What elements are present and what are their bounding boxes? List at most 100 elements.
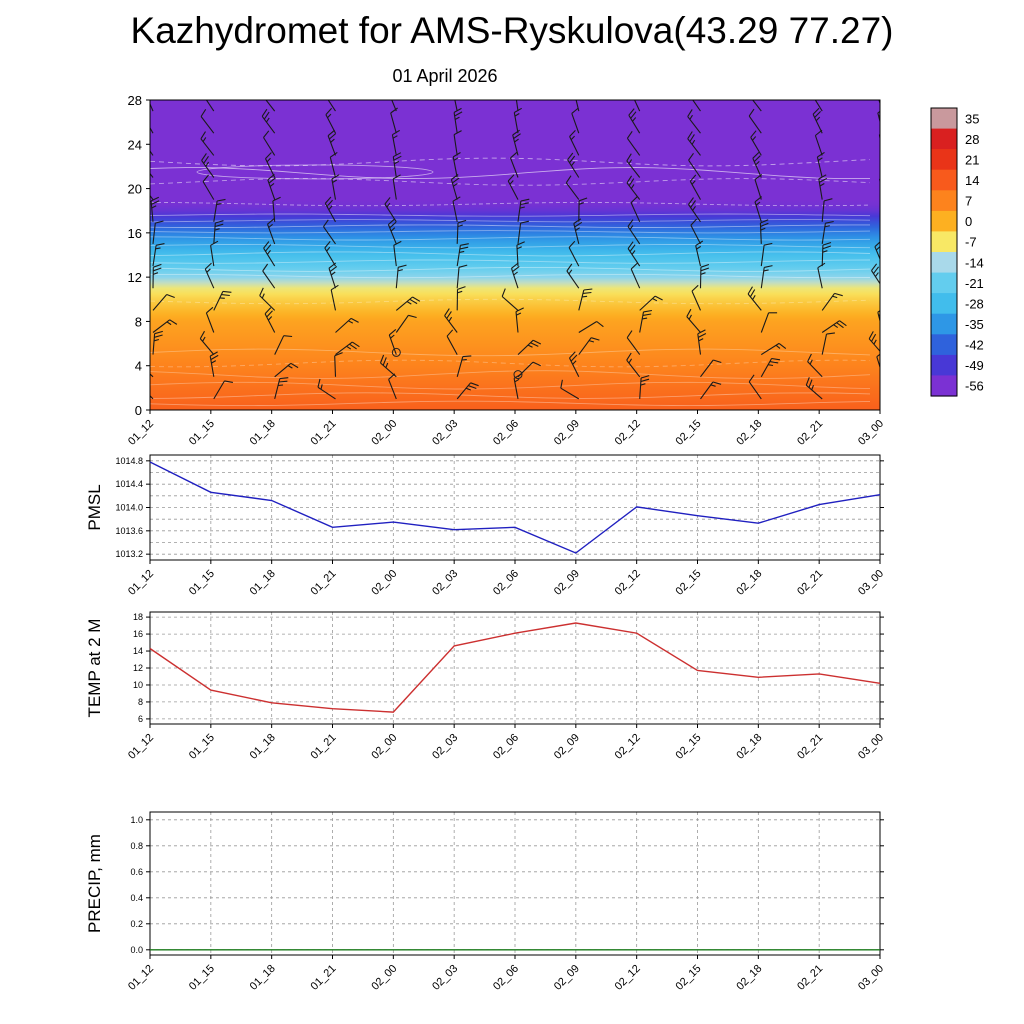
wind-barb-feather — [642, 317, 648, 320]
wind-barb-feather — [570, 354, 578, 362]
wind-barb-feather — [412, 296, 421, 302]
wind-barb-staff — [265, 100, 276, 112]
wind-barb-feather — [468, 385, 477, 390]
y-tick-label: 8 — [135, 314, 142, 329]
y-tick-label: 8 — [138, 697, 143, 707]
wind-barb-staff — [323, 226, 336, 245]
wind-barb-feather — [688, 197, 694, 205]
wind-barb-feather — [202, 137, 207, 142]
wind-barb-feather — [272, 196, 281, 202]
temp-at-2-m-series — [149, 622, 881, 713]
calm-wind-circle — [513, 370, 523, 380]
pmsl-series — [149, 461, 881, 554]
wind-barb-feather — [873, 339, 877, 345]
wind-barb-feather — [808, 379, 813, 388]
wind-barb-feather — [630, 184, 635, 189]
wind-barb-feather — [325, 107, 333, 115]
wind-barb-feather — [388, 86, 394, 92]
y-tick-label: 0.6 — [130, 867, 143, 877]
y-tick-label: 16 — [133, 629, 143, 639]
colorbar-label: 7 — [965, 194, 972, 209]
wind-barb-staff — [639, 311, 645, 333]
wind-barb-feather — [752, 100, 754, 101]
wind-barb-staff — [700, 359, 714, 378]
wind-barb-staff — [390, 112, 397, 134]
wind-barb-feather — [349, 343, 357, 350]
wind-barb-feather — [583, 288, 593, 291]
wind-barb-feather — [262, 87, 267, 94]
colorbar-label: -42 — [965, 338, 984, 353]
wind-barb-feather — [778, 342, 787, 350]
wind-barb-feather — [386, 202, 391, 208]
x-tick-label: 02_00 — [369, 568, 399, 598]
wind-barb-staff — [821, 333, 828, 355]
wind-barb-feather — [202, 336, 206, 342]
colorbar-segment — [931, 128, 957, 150]
wind-barb-feather — [408, 314, 417, 319]
wind-barb-feather — [211, 360, 217, 364]
wind-barb-feather — [278, 384, 284, 387]
wind-barb-feather — [691, 180, 696, 185]
wind-barb-feather — [811, 385, 815, 391]
colorbar-segment — [931, 354, 957, 377]
wind-barb-staff — [202, 181, 215, 200]
wind-barb-feather — [264, 307, 272, 315]
wind-barb-feather — [392, 174, 401, 180]
wind-barb-feather — [320, 384, 323, 390]
wind-barb-staff — [200, 116, 215, 134]
wind-barb-feather — [689, 87, 694, 94]
wind-barb-feather — [632, 92, 636, 96]
wind-barb-feather — [453, 157, 459, 161]
wind-barb-feather — [143, 134, 148, 141]
wind-barb-staff — [573, 223, 580, 245]
wind-barb-staff — [578, 321, 597, 333]
wind-barb-feather — [390, 89, 396, 95]
wind-barb-feather — [470, 382, 479, 387]
x-tick-label: 02_03 — [430, 568, 460, 598]
pmsl-panel: 1013.2 1013.6 1014.0 1014.4 1014.8 01_12 01_15… — [85, 454, 886, 598]
wind-barb-feather — [687, 131, 693, 139]
wind-barb-feather — [692, 205, 696, 211]
wind-barb-staff — [329, 157, 337, 178]
wind-barb-feather — [394, 160, 400, 165]
x-tick-label: 02_21 — [795, 732, 825, 762]
wind-barb-feather — [514, 113, 520, 117]
wind-barb-feather — [200, 109, 207, 117]
wind-barb-feather — [591, 337, 600, 341]
wind-barb-feather — [569, 130, 576, 137]
wind-barb-staff — [263, 247, 276, 267]
wind-barb-feather — [582, 295, 588, 298]
wind-barb-feather — [323, 219, 329, 228]
wind-barb-feather — [815, 129, 823, 136]
wind-barb-feather — [689, 174, 697, 182]
wind-barb-feather — [753, 155, 761, 162]
x-tick-label: 02_12 — [613, 418, 643, 448]
wind-barb-feather — [460, 243, 469, 246]
wind-barb-feather — [687, 109, 693, 117]
colorbar-segment — [931, 334, 957, 356]
wind-barb-feather — [453, 107, 462, 113]
wind-barb-feather — [748, 108, 755, 117]
wind-barb-feather — [267, 316, 273, 321]
y-tick-label: 14 — [133, 646, 143, 656]
wind-barb-feather — [516, 312, 522, 316]
wind-barb-feather — [516, 246, 522, 250]
wind-barb-staff — [633, 100, 641, 112]
wind-barb-feather — [324, 196, 332, 204]
wind-barb-staff — [805, 384, 823, 400]
wind-barb-feather — [836, 322, 844, 329]
y-tick-label: 6 — [138, 714, 143, 724]
wind-barb-staff — [688, 159, 701, 178]
wind-barb-feather — [515, 307, 524, 313]
colorbar-label: -28 — [965, 296, 984, 311]
wind-barb-feather — [329, 133, 337, 140]
wind-barb-staff — [509, 157, 519, 178]
wind-barb-staff — [274, 362, 292, 378]
wind-barb-feather — [688, 152, 694, 161]
contour-line — [150, 392, 871, 399]
wind-barb-feather — [826, 332, 835, 335]
wind-barb-feather — [885, 199, 893, 201]
wind-barb-feather — [459, 250, 465, 253]
wind-barb-feather — [691, 139, 696, 145]
